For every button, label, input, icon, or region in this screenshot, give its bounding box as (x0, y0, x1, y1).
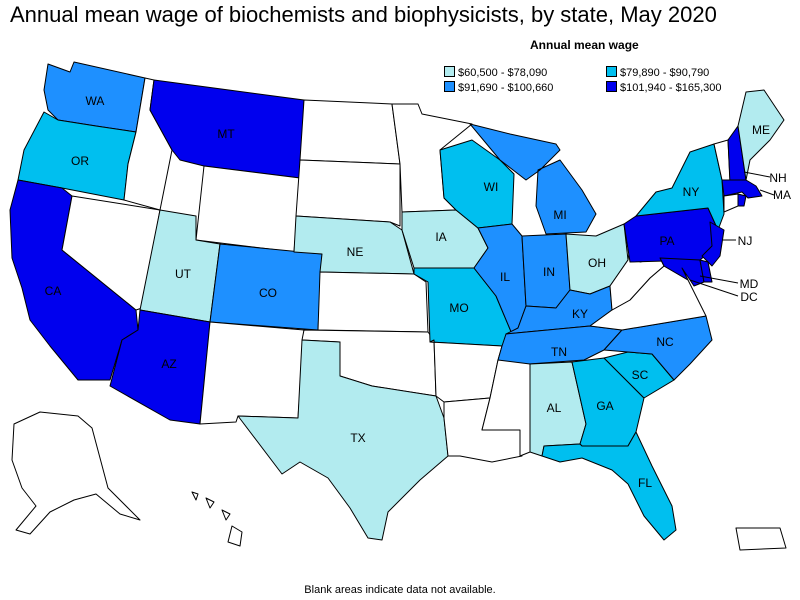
label-md: MD (740, 277, 759, 291)
label-ny: NY (683, 185, 700, 199)
state-fl[interactable] (541, 431, 677, 541)
label-dc: DC (740, 290, 758, 304)
label-fl: FL (638, 476, 652, 490)
state-nv[interactable] (61, 195, 161, 311)
state-nc[interactable] (603, 315, 713, 381)
label-sc: SC (632, 368, 649, 382)
state-me[interactable] (737, 89, 785, 181)
state-hi[interactable] (191, 491, 243, 547)
label-ia: IA (435, 230, 446, 244)
legend-label-1: $60,500 - $78,090 (458, 67, 548, 79)
legend-item-4: $101,940 - $165,300 (606, 81, 722, 94)
label-tx: TX (350, 431, 365, 445)
state-mi[interactable] (469, 123, 597, 235)
label-il: IL (500, 270, 510, 284)
label-co: CO (259, 286, 277, 300)
state-ks[interactable] (317, 271, 429, 333)
label-al: AL (547, 401, 562, 415)
state-ct[interactable] (723, 193, 739, 213)
map-title: Annual mean wage of biochemists and biop… (10, 2, 717, 27)
label-ca: CA (45, 284, 62, 298)
state-ak[interactable] (11, 411, 141, 535)
label-ne: NE (347, 245, 364, 259)
legend-item-2: $79,890 - $90,790 (606, 66, 709, 79)
state-tx[interactable] (237, 339, 449, 541)
legend-swatch-2 (606, 66, 617, 77)
state-nj[interactable] (701, 221, 725, 267)
label-nh: NH (769, 171, 786, 185)
label-in: IN (543, 265, 555, 279)
label-ky: KY (572, 307, 588, 321)
label-ga: GA (596, 399, 613, 413)
legend-title: Annual mean wage (530, 38, 639, 52)
label-mo: MO (449, 301, 468, 315)
label-pa: PA (659, 234, 674, 248)
label-nj: NJ (738, 234, 753, 248)
legend-label-2: $79,890 - $90,790 (620, 67, 710, 79)
state-wy[interactable] (195, 165, 301, 253)
state-sd[interactable] (295, 159, 401, 227)
label-oh: OH (588, 256, 606, 270)
label-mi: MI (553, 208, 566, 222)
label-ut: UT (175, 267, 192, 281)
label-mt: MT (217, 127, 235, 141)
state-nm[interactable] (199, 321, 305, 425)
label-wa: WA (86, 94, 105, 108)
legend-label-3: $91,690 - $100,660 (458, 82, 554, 94)
legend-item-3: $91,690 - $100,660 (444, 81, 553, 94)
legend-swatch-4 (606, 81, 617, 92)
label-ma: MA (773, 188, 791, 202)
label-tn: TN (551, 345, 567, 359)
label-az: AZ (161, 357, 176, 371)
state-nd[interactable] (299, 99, 401, 165)
label-nc: NC (656, 335, 674, 349)
footnote: Blank areas indicate data not available. (304, 584, 496, 596)
legend-swatch-1 (444, 66, 455, 77)
label-me: ME (752, 123, 770, 137)
state-pr[interactable] (735, 527, 787, 551)
legend-label-4: $101,940 - $165,300 (620, 82, 722, 94)
legend-swatch-3 (444, 81, 455, 92)
label-wi: WI (484, 180, 499, 194)
state-ri[interactable] (737, 193, 747, 207)
legend-item-1: $60,500 - $78,090 (444, 66, 547, 79)
label-or: OR (71, 154, 89, 168)
